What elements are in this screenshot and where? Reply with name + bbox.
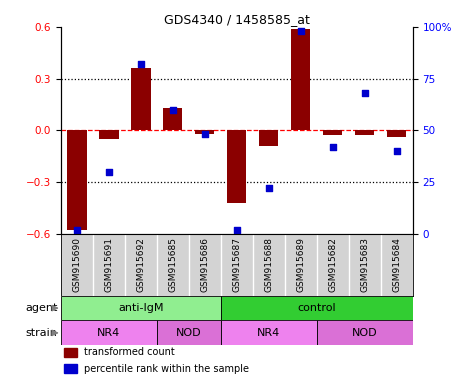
Text: GSM915689: GSM915689: [296, 237, 305, 292]
Text: NOD: NOD: [176, 328, 202, 338]
Text: GSM915686: GSM915686: [200, 237, 209, 292]
Point: [297, 28, 304, 34]
Bar: [163, 108, 182, 130]
Text: GSM915682: GSM915682: [328, 237, 337, 292]
Point: [73, 227, 81, 233]
Text: agent: agent: [25, 303, 58, 313]
Bar: [61, 321, 157, 345]
Text: GSM915683: GSM915683: [360, 237, 369, 292]
Text: strain: strain: [26, 328, 58, 338]
Bar: [355, 130, 374, 136]
Bar: [317, 321, 413, 345]
Bar: [323, 130, 342, 136]
Text: GSM915687: GSM915687: [232, 237, 242, 292]
Bar: [195, 130, 214, 134]
Point: [201, 131, 209, 137]
Text: GSM915692: GSM915692: [136, 237, 145, 292]
Bar: [259, 130, 279, 146]
Point: [265, 185, 272, 191]
Bar: [68, 130, 87, 230]
Bar: [157, 321, 221, 345]
Text: control: control: [297, 303, 336, 313]
Text: GSM915684: GSM915684: [392, 237, 401, 292]
Bar: [61, 296, 221, 321]
Point: [393, 148, 401, 154]
Text: NOD: NOD: [352, 328, 378, 338]
Text: GSM915688: GSM915688: [265, 237, 273, 292]
Text: percentile rank within the sample: percentile rank within the sample: [84, 364, 249, 374]
Text: NR4: NR4: [257, 328, 280, 338]
Bar: [64, 364, 77, 373]
Title: GDS4340 / 1458585_at: GDS4340 / 1458585_at: [164, 13, 310, 26]
Point: [137, 61, 144, 67]
Text: GSM915690: GSM915690: [72, 237, 82, 292]
Bar: [227, 130, 246, 203]
Point: [169, 106, 177, 113]
Bar: [64, 348, 77, 357]
Point: [329, 144, 337, 150]
Bar: [99, 130, 119, 139]
Bar: [131, 68, 151, 130]
Bar: [387, 130, 406, 137]
Point: [233, 227, 241, 233]
Bar: [221, 296, 413, 321]
Text: NR4: NR4: [97, 328, 121, 338]
Text: transformed count: transformed count: [84, 348, 174, 358]
Point: [105, 169, 113, 175]
Text: anti-IgM: anti-IgM: [118, 303, 164, 313]
Text: GSM915685: GSM915685: [168, 237, 177, 292]
Point: [361, 90, 369, 96]
Bar: [221, 321, 317, 345]
Text: GSM915691: GSM915691: [105, 237, 113, 292]
Bar: [291, 28, 310, 130]
